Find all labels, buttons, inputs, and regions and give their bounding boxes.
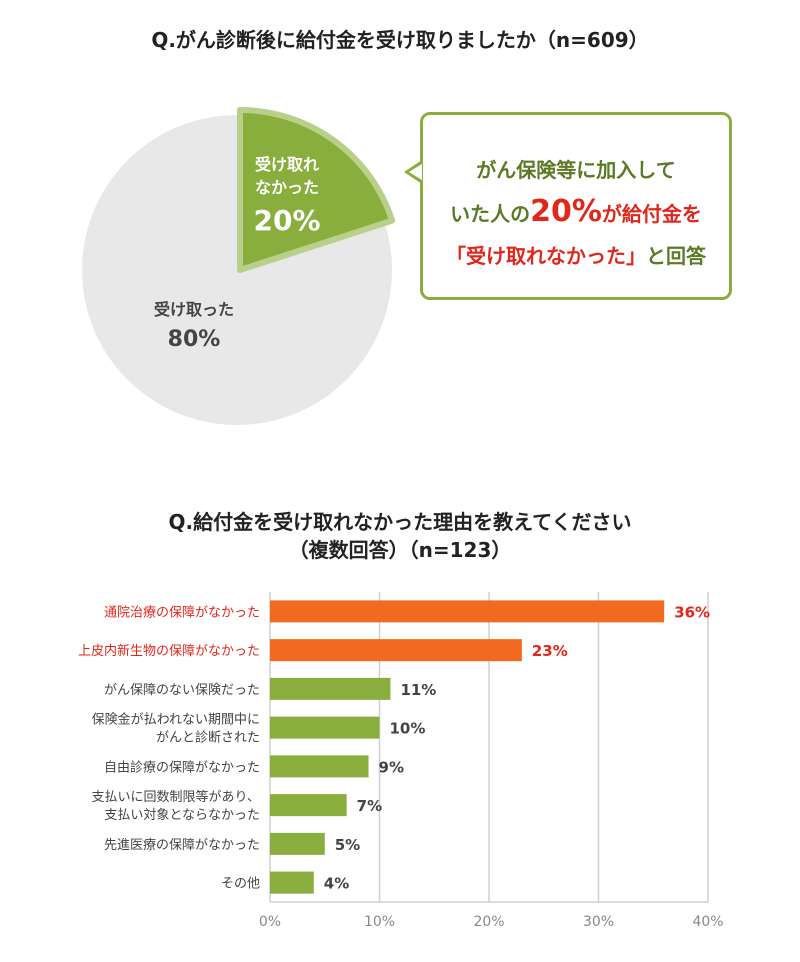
category-label: 通院治療の保障がなかった [104,605,260,620]
x-tick-label: 40% [692,914,723,930]
bar-value-label: 10% [390,720,426,738]
bar-value-label: 9% [379,758,404,776]
bar-value-label: 36% [674,603,710,621]
callout-line-2c: が給付金を [601,202,702,226]
bar-7 [270,871,314,894]
x-tick-label: 20% [473,914,504,930]
callout-line-3a: 「受け取れなかった」 [446,244,646,268]
bar-3 [270,716,380,739]
bar-2 [270,677,391,700]
category-label: がん保障のない保険だった [104,683,260,698]
slice-label-not-received: 受け取れ [255,155,319,174]
slice-value-received: 80% [168,327,221,352]
bar-0 [270,600,665,623]
category-label: 自由診療の保障がなかった [104,759,260,775]
category-label: 上皮内新生物の保障がなかった [78,643,260,659]
slice-label-not-received-2: なかった [255,178,319,197]
bar-value-label: 5% [335,836,360,854]
bar-1 [270,639,522,662]
callout-box: がん保険等に加入して いた人の20%が給付金を 「受け取れなかった」と回答 [420,112,732,300]
bar-5 [270,794,347,817]
bar-title-line-1: Q.給付金を受け取れなかった理由を教えてください [168,510,632,534]
pie-chart-title: Q.がん診断後に給付金を受け取りましたか（n=609） [151,28,649,52]
bar-value-label: 4% [324,875,349,893]
bar-title-line-2: （複数回答）（n=123） [288,538,512,562]
x-tick-label: 30% [583,914,614,930]
pie-slice-0 [237,107,396,273]
bar-value-label: 7% [357,797,382,815]
bar-value-label: 11% [400,681,436,699]
bar-4 [270,755,369,778]
category-label: がんと診断された [156,730,260,746]
pie-slice-1 [81,115,392,425]
callout-pointer-inner [409,164,422,180]
bar-chart-title: Q.給付金を受け取れなかった理由を教えてください （複数回答）（n=123） [0,508,800,564]
category-label: 保険金が払われない期間中に [92,712,260,728]
x-tick-label: 0% [259,914,281,930]
callout-line-2a: いた人の [450,202,531,226]
x-tick-label: 10% [364,914,395,930]
category-label: 支払いに回数制限等があり、 [92,789,260,805]
category-label: その他 [221,877,260,892]
category-label: 先進医療の保障がなかった [104,838,260,853]
category-label: 支払い対象とならなかった [104,808,260,823]
callout-line-1: がん保険等に加入して [476,158,676,182]
callout-percent: 20% [530,194,602,229]
slice-label-received: 受け取った [154,300,234,319]
pie-chart: 受け取れなかった 20% 受け取った 80% [81,107,396,425]
slice-value-not-received: 20% [253,204,320,237]
bar-6 [270,832,325,855]
callout-line-3b: と回答 [646,244,706,268]
bar-value-label: 23% [532,642,568,660]
